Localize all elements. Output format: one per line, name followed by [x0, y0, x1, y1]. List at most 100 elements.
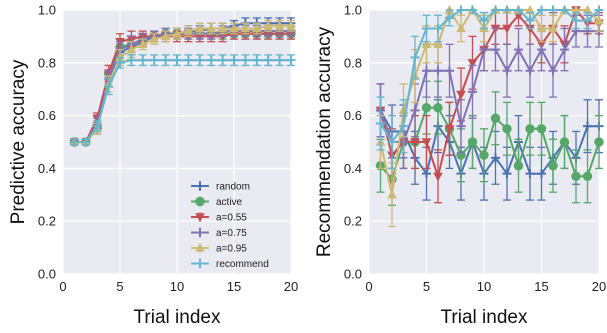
- data-point: [537, 45, 546, 55]
- data-point: [594, 137, 604, 147]
- data-point: [456, 5, 466, 15]
- data-point: [479, 16, 489, 26]
- data-point: [149, 34, 160, 43]
- data-point: [548, 23, 558, 33]
- data-point: [263, 55, 273, 65]
- x-tick-label: 20: [592, 279, 606, 294]
- data-point: [81, 137, 91, 147]
- data-point: [126, 55, 136, 65]
- data-point: [422, 23, 431, 33]
- data-point: [92, 121, 102, 131]
- data-point: [502, 169, 512, 179]
- y-tick-label: 0.4: [38, 161, 56, 176]
- data-point: [583, 121, 592, 131]
- y-axis-label-right: Recommendation accuracy: [314, 26, 335, 257]
- data-point: [468, 87, 477, 97]
- data-point: [217, 23, 228, 33]
- x-tick-label: 10: [477, 279, 491, 294]
- legend-label: random: [216, 182, 250, 193]
- data-point: [421, 102, 432, 113]
- series-left: [69, 17, 296, 148]
- data-point: [410, 105, 420, 115]
- y-tick-label: 0.2: [38, 214, 56, 229]
- data-point: [433, 66, 443, 76]
- data-point: [536, 23, 547, 33]
- series-right: [375, 4, 604, 228]
- series-line: [379, 30, 599, 143]
- x-tick-label: 20: [284, 279, 298, 294]
- predictive-accuracy-chart: 0 5 10 15 20 0.00.20.40.60.81.0 Trial index …: [8, 3, 298, 329]
- data-point: [456, 121, 466, 131]
- data-point: [274, 20, 285, 30]
- data-point: [583, 16, 592, 26]
- data-point: [525, 16, 535, 26]
- data-point: [387, 137, 397, 147]
- data-point: [252, 55, 262, 65]
- data-point: [445, 66, 454, 76]
- data-point: [491, 5, 500, 15]
- y-tick-label: 0.6: [344, 108, 362, 123]
- data-point: [479, 45, 489, 55]
- data-point: [502, 24, 512, 34]
- legend-label: a=0.75: [216, 228, 247, 239]
- data-point: [537, 5, 546, 15]
- y-tick-label: 0.6: [38, 108, 56, 123]
- x-tick-label: 15: [534, 279, 548, 294]
- y-tick-label: 0.0: [344, 267, 362, 282]
- x-tick-labels-left: 0 5 10 15 20: [59, 279, 298, 294]
- data-point: [594, 15, 604, 25]
- data-point: [467, 59, 478, 68]
- data-point: [172, 55, 182, 65]
- x-tick-labels-right: 0 5 10 15 20: [365, 279, 606, 294]
- legend-swatch-marker: [195, 228, 205, 237]
- data-point: [149, 55, 159, 65]
- y-tick-labels-right: 0.0 0.2 0.4 0.6 0.8 1.0: [344, 3, 362, 282]
- legend-swatch-marker: [195, 196, 205, 207]
- legend-label: a=0.95: [216, 244, 247, 255]
- data-point: [183, 55, 193, 65]
- x-axis-label-left: Trial index: [134, 307, 221, 328]
- data-point: [571, 171, 581, 182]
- data-point: [194, 23, 205, 33]
- data-point: [548, 66, 558, 76]
- data-point: [433, 23, 443, 33]
- data-point: [537, 169, 546, 179]
- y-tick-labels-left: 0.0 0.2 0.4 0.6 0.8 1.0: [38, 3, 56, 282]
- data-point: [491, 153, 500, 163]
- series-a-0-95: [69, 19, 296, 146]
- legend-label: active: [216, 197, 243, 208]
- x-tick-label: 5: [423, 279, 430, 294]
- legend: random active a=0.55 a=0.75 a=0.95 recommend: [191, 181, 269, 270]
- legend-label: recommend: [216, 259, 269, 270]
- legend-item: recommend: [191, 258, 269, 270]
- x-tick-label: 5: [116, 279, 123, 294]
- data-point: [433, 39, 443, 49]
- data-point: [536, 124, 547, 134]
- data-point: [422, 169, 431, 179]
- data-point: [433, 102, 443, 113]
- data-point: [502, 66, 512, 76]
- data-point: [138, 55, 148, 65]
- data-point: [525, 66, 535, 76]
- legend-swatch-marker: [195, 242, 205, 252]
- data-point: [251, 23, 262, 33]
- data-point: [559, 137, 570, 147]
- data-point: [399, 121, 408, 131]
- y-tick-label: 0.2: [344, 214, 362, 229]
- data-point: [183, 26, 194, 35]
- data-point: [548, 5, 558, 15]
- data-point: [490, 113, 501, 123]
- data-point: [126, 44, 137, 54]
- legend-label: a=0.55: [216, 213, 247, 224]
- data-point: [263, 20, 274, 30]
- y-tick-label: 1.0: [344, 3, 362, 18]
- legend-item: a=0.55: [191, 212, 247, 224]
- data-point: [410, 138, 420, 148]
- data-point: [560, 5, 569, 15]
- data-point: [491, 45, 500, 55]
- data-point: [422, 66, 431, 76]
- data-point: [421, 39, 432, 49]
- data-point: [560, 45, 569, 55]
- data-point: [514, 45, 523, 55]
